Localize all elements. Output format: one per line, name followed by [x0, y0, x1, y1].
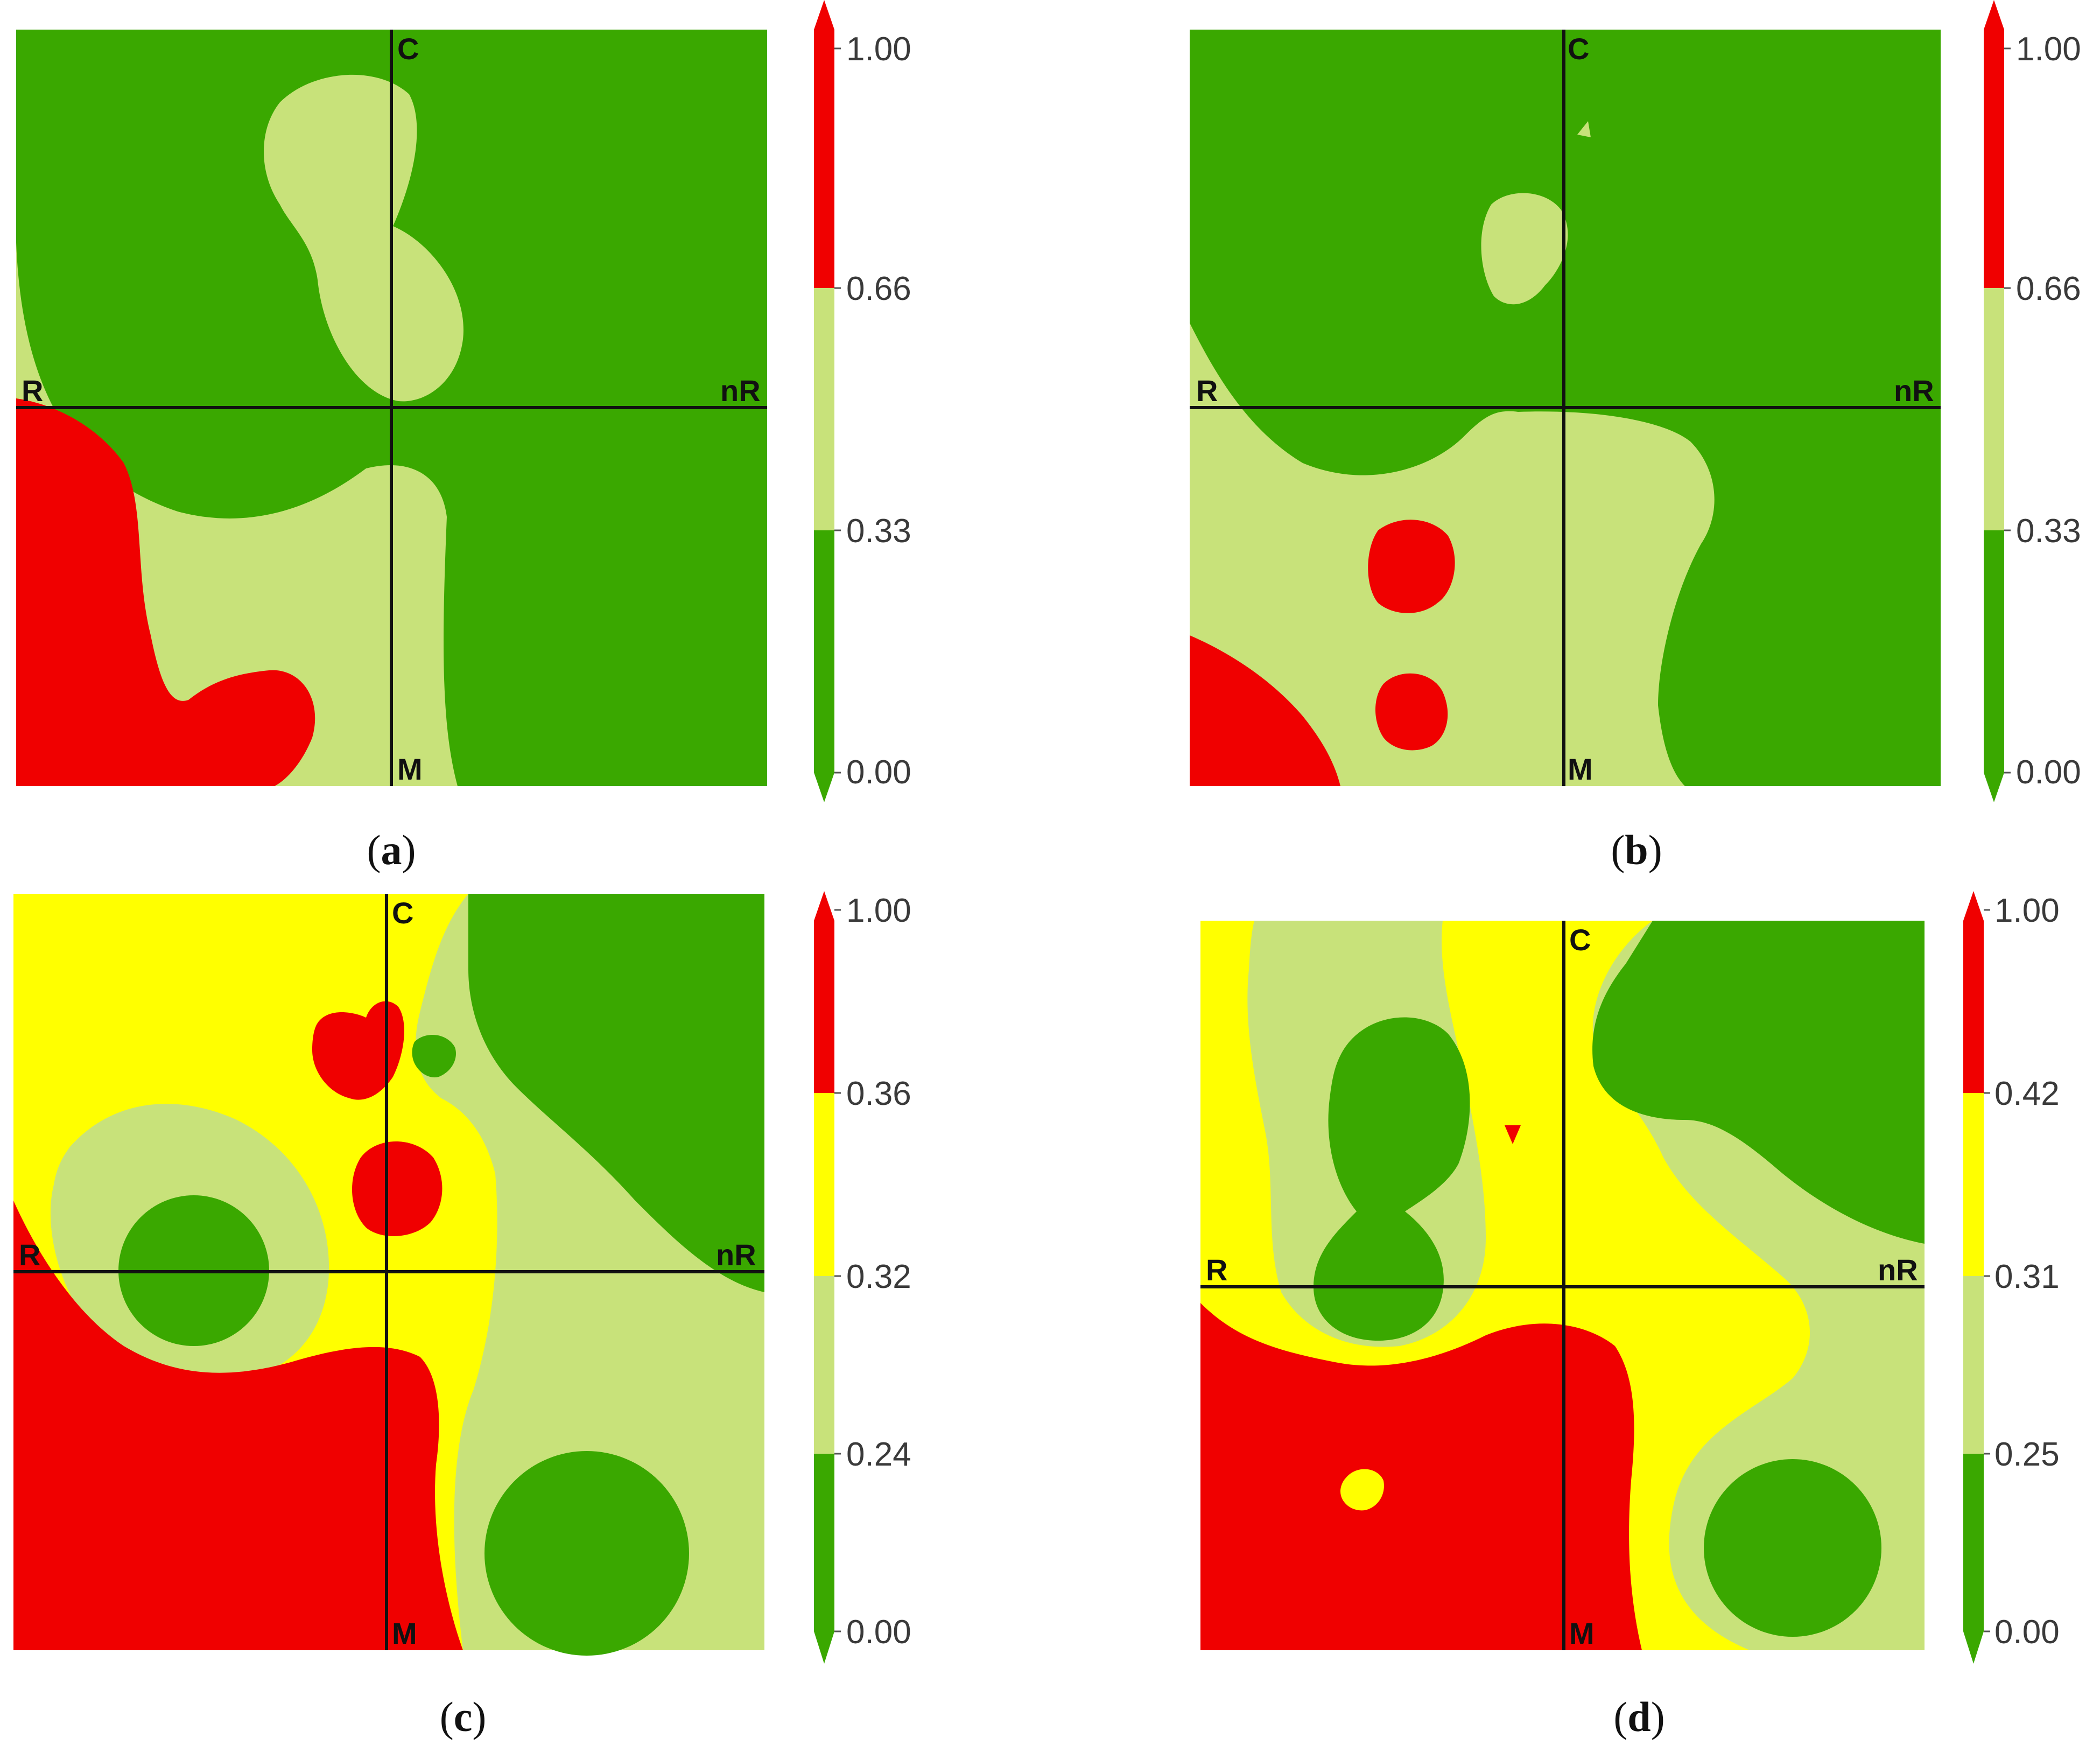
colorbar-a-band-green	[814, 530, 834, 773]
colorbar-b-band-red	[1984, 30, 2004, 288]
panel-b: C M R nR 0.00 0.33 0.66 1.00 (b)	[1190, 0, 2081, 873]
colorbar-d-band-yellow	[1963, 1093, 1984, 1276]
axis-label-right-b: nR	[1894, 374, 1934, 408]
panel-c: C M R nR 0.00 0.24 0.32 0.36 1.00 (c)	[13, 891, 911, 1740]
colorbar-d-tick-label-4: 1.00	[1994, 892, 2060, 929]
heatmap-c-region-green-top-right	[468, 894, 764, 1292]
colorbar-b-tick-label-3: 1.00	[2016, 31, 2081, 68]
colorbar-b-tick-label-0: 0.00	[2016, 754, 2081, 791]
heatmap-d-region-yellow-spot	[1340, 1469, 1384, 1511]
heatmap-c-region-green-spot	[412, 1035, 456, 1077]
axis-label-bottom-d: M	[1569, 1616, 1595, 1650]
panel-label-c: (c)	[440, 1693, 487, 1740]
colorbar-a-arrow-top	[814, 0, 834, 30]
heatmap-b-region-light-sliver	[1577, 121, 1591, 137]
axis-label-right-d: nR	[1878, 1253, 1918, 1287]
colorbar-b: 0.00 0.33 0.66 1.00	[1984, 0, 2081, 802]
panel-letter-d: d	[1627, 1693, 1650, 1740]
heatmap-b-region-red-spot-1	[1368, 520, 1455, 613]
panel-letter-b: b	[1625, 826, 1648, 873]
colorbar-d: 0.00 0.25 0.31 0.42 1.00	[1963, 891, 2060, 1664]
colorbar-d-tick-label-0: 0.00	[1994, 1614, 2060, 1651]
colorbar-d-tick-label-3: 0.42	[1994, 1075, 2060, 1112]
colorbar-d-arrow-bottom	[1963, 1631, 1984, 1664]
axis-label-left-a: R	[22, 374, 43, 408]
panel-d: C M R nR 0.00 0.25 0.31 0.42 1.00 (d)	[1200, 891, 2060, 1740]
heatmap-d-region-red-bottom	[1200, 1303, 1642, 1650]
heatmap-c-region-red-spot-2	[352, 1141, 443, 1237]
axis-label-left-d: R	[1206, 1253, 1227, 1287]
colorbar-a-band-red	[814, 30, 834, 288]
colorbar-b-tick-label-2: 0.66	[2016, 270, 2081, 307]
colorbar-d-band-green	[1963, 1454, 1984, 1631]
axis-label-bottom-a: M	[397, 752, 423, 786]
colorbar-c-arrow-top	[814, 891, 834, 921]
heatmap-c	[13, 894, 764, 1656]
axis-label-bottom-c: M	[392, 1616, 417, 1650]
colorbar-a-tick-label-0: 0.00	[846, 754, 911, 791]
heatmap-b-region-light-blob	[1481, 193, 1568, 305]
axis-label-top-b: C	[1568, 32, 1589, 66]
colorbar-b-band-green	[1984, 530, 2004, 773]
colorbar-c-band-green	[814, 1454, 834, 1631]
colorbar-b-arrow-top	[1984, 0, 2004, 30]
colorbar-c-tick-label-1: 0.24	[846, 1436, 911, 1473]
axis-label-bottom-b: M	[1568, 752, 1593, 786]
panel-letter-a: a	[381, 826, 402, 873]
colorbar-a-tick-label-1: 0.33	[846, 513, 911, 550]
colorbar-c-tick-label-2: 0.32	[846, 1258, 911, 1295]
axis-label-top-d: C	[1569, 923, 1591, 957]
colorbar-d-band-light	[1963, 1276, 1984, 1454]
colorbar-c-tick-label-0: 0.00	[846, 1614, 911, 1651]
colorbar-b-band-light	[1984, 288, 2004, 530]
heatmap-c-region-green-circle	[484, 1451, 689, 1656]
colorbar-c-tick-label-3: 0.36	[846, 1075, 911, 1112]
colorbar-d-tick-label-1: 0.25	[1994, 1436, 2060, 1473]
colorbar-d-band-red	[1963, 921, 1984, 1093]
colorbar-a-band-light	[814, 288, 834, 530]
axis-label-top-c: C	[392, 896, 413, 930]
axis-label-top-a: C	[397, 32, 419, 66]
axis-label-right-a: nR	[720, 374, 761, 408]
colorbar-c-band-red	[814, 921, 834, 1093]
heatmap-a-region-light-top	[264, 74, 463, 402]
colorbar-a-arrow-bottom	[814, 773, 834, 802]
heatmap-c-region-red-spot-1	[312, 1001, 404, 1100]
panel-label-a: (a)	[367, 826, 416, 873]
colorbar-b-tick-label-1: 0.33	[2016, 513, 2081, 550]
colorbar-a-tick-label-3: 1.00	[846, 31, 911, 68]
colorbar-c-arrow-bottom	[814, 1631, 834, 1664]
axis-label-left-c: R	[19, 1238, 40, 1272]
heatmap-d-region-green-top-right	[1592, 921, 1925, 1244]
colorbar-a: 0.00 0.33 0.66 1.00	[814, 0, 911, 802]
heatmap-d-region-green-circle	[1704, 1459, 1881, 1637]
panel-a: C M R nR 0.00 0.33 0.66 1.00 (a)	[16, 0, 911, 873]
axis-label-right-c: nR	[716, 1238, 756, 1272]
colorbar-d-tick-label-2: 0.31	[1994, 1258, 2060, 1295]
heatmap-c-region-red-bottom-left	[13, 1201, 463, 1650]
panel-letter-c: c	[454, 1693, 473, 1740]
colorbar-d-arrow-top	[1963, 891, 1984, 921]
colorbar-c-tick-label-4: 1.00	[846, 892, 911, 929]
panel-label-d: (d)	[1613, 1693, 1664, 1740]
colorbar-c: 0.00 0.24 0.32 0.36 1.00	[814, 891, 911, 1664]
heatmap-b-region-red-spot-2	[1375, 673, 1448, 751]
colorbar-a-tick-label-2: 0.66	[846, 270, 911, 307]
heatmap-d-region-green-peanut	[1314, 1017, 1470, 1341]
colorbar-c-band-light	[814, 1276, 834, 1454]
colorbar-c-band-yellow	[814, 1093, 834, 1276]
panel-label-b: (b)	[1611, 826, 1662, 873]
heatmap-a-region-red	[16, 398, 315, 786]
heatmap-d-region-red-spike	[1505, 1125, 1521, 1144]
colorbar-b-arrow-bottom	[1984, 773, 2004, 802]
heatmap-b-region-red-corner	[1190, 635, 1340, 786]
axis-label-left-b: R	[1196, 374, 1218, 408]
